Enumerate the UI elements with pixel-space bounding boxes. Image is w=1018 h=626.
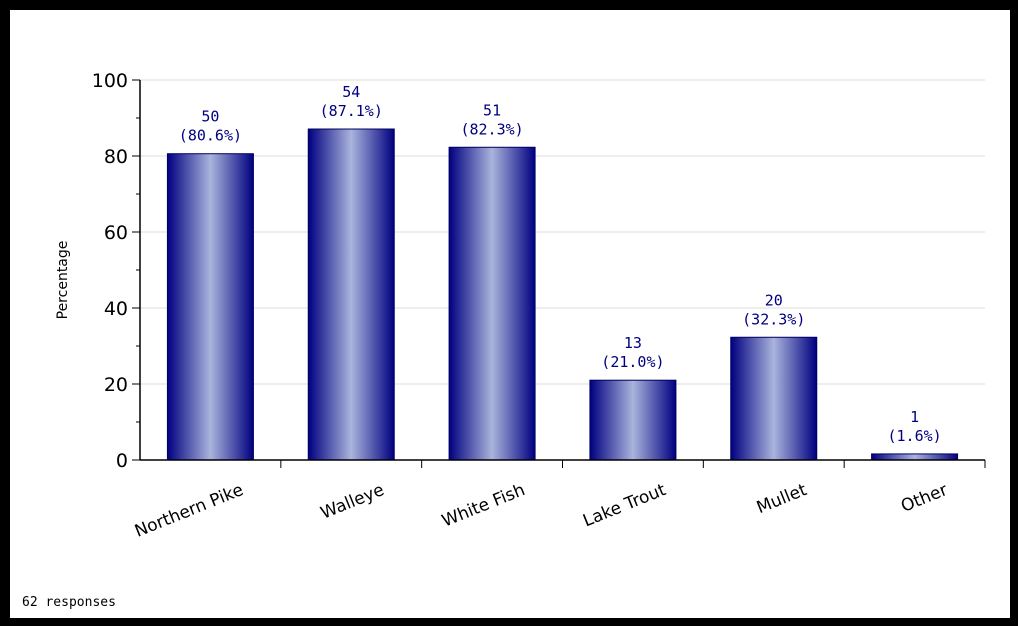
bar	[307, 128, 395, 461]
bar	[730, 336, 818, 461]
chart-panel: 0 20 40 60 80 100 50 (80.6%) Northern Pike 54 (87…	[10, 10, 1010, 618]
bar	[448, 146, 536, 461]
bar	[871, 453, 959, 461]
y-tick-label: 60	[104, 222, 128, 244]
bars	[166, 128, 959, 461]
bar	[589, 379, 677, 461]
category-label: Lake Trout	[580, 480, 669, 531]
axes: 0 20 40 60 80 100	[92, 70, 986, 472]
response-count: 62 responses	[22, 595, 116, 610]
y-axis-label: Percentage	[55, 241, 71, 320]
category-label: Northern Pike	[132, 480, 246, 542]
y-tick-label: 0	[116, 450, 128, 472]
data-label-percent: (32.3%)	[742, 310, 805, 328]
y-tick-label: 40	[104, 298, 128, 320]
data-label-percent: (1.6%)	[887, 427, 941, 445]
category-label: White Fish	[439, 480, 528, 531]
data-label-percent: (82.3%)	[460, 120, 523, 138]
data-label-percent: (21.0%)	[601, 353, 664, 371]
y-tick-label: 80	[104, 146, 128, 168]
category-label: Other	[898, 480, 950, 517]
data-label-percent: (80.6%)	[179, 127, 242, 145]
y-tick-label: 100	[92, 70, 128, 92]
category-label: Walleye	[318, 480, 387, 523]
category-label: Mullet	[754, 480, 810, 518]
gridlines	[140, 79, 985, 385]
y-tick-label: 20	[104, 374, 128, 396]
labels: 50(80.6%) Northern Pike 54(87.1%) Walleye 51…	[132, 83, 950, 542]
data-label-count: 1	[910, 408, 919, 426]
bar-chart: 0 20 40 60 80 100 50(80.6%) Northern Pike 54(87…	[55, 70, 986, 542]
data-label-count: 20	[765, 291, 783, 309]
data-label-count: 51	[483, 101, 501, 119]
bar	[166, 153, 254, 461]
data-label-count: 54	[342, 83, 360, 101]
data-label-count: 13	[624, 334, 642, 352]
data-label-count: 50	[201, 108, 219, 126]
data-label-percent: (87.1%)	[320, 102, 383, 120]
